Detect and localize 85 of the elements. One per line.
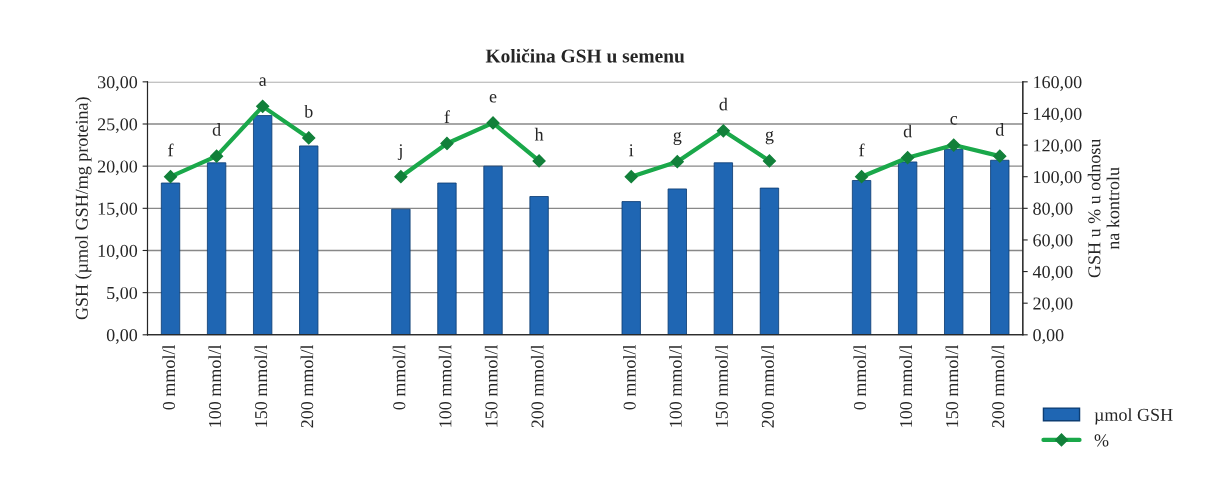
x-tick-label: 200 mmol/l — [530, 344, 544, 428]
data-label: d — [719, 97, 728, 111]
bar — [759, 187, 780, 335]
point — [440, 136, 454, 151]
bar — [990, 159, 1010, 335]
x-tick-label: 200 mmol/l — [300, 344, 314, 428]
point — [302, 131, 316, 145]
data-label: a — [259, 77, 267, 87]
y-axis-title: GSH (µmol GSH/mg proteina) — [75, 97, 92, 320]
data-label: c — [950, 116, 958, 125]
bar — [529, 196, 549, 335]
x-tick-label: 150 mmol/l — [715, 344, 728, 427]
y-tick-label: 15,00 — [98, 202, 138, 218]
point — [210, 149, 224, 163]
bar — [160, 182, 181, 335]
data-label: f — [168, 143, 174, 157]
point — [532, 154, 546, 168]
x-tick-label: 100 mmol/l — [669, 344, 682, 427]
x-tick-label: 100 mmol/l — [208, 344, 222, 427]
point — [762, 154, 777, 168]
x-tick-label: 0 mmol/l — [392, 344, 406, 410]
bar — [437, 182, 457, 335]
chart-title: Količina GSH u semenu — [485, 48, 685, 63]
point — [670, 155, 684, 169]
point — [163, 170, 178, 184]
y2-tick-label: 120,00 — [1034, 139, 1082, 155]
bar — [299, 145, 319, 335]
bar — [944, 148, 964, 335]
data-label: f — [444, 110, 450, 123]
data-label: i — [629, 144, 634, 157]
data-label: e — [489, 93, 497, 103]
x-tick-label: 100 mmol/l — [438, 344, 452, 427]
x-tick-label: 0 mmol/l — [853, 344, 867, 410]
bar — [483, 165, 503, 335]
y2-axis-title: GSH u % u odnosu na kontrolu — [1087, 138, 1120, 278]
x-tick-label: 100 mmol/l — [899, 344, 913, 427]
point — [716, 124, 730, 138]
data-label: d — [995, 123, 1005, 136]
x-tick-label: 150 mmol/l — [484, 344, 498, 427]
bar — [898, 161, 918, 335]
legend-label: % — [1094, 434, 1109, 447]
y-tick-label: 20,00 — [97, 160, 138, 176]
y-tick-label: 10,00 — [98, 244, 138, 260]
y2-tick-label: 40,00 — [1032, 265, 1073, 281]
point — [854, 170, 869, 184]
point — [947, 138, 961, 152]
y2-tick-label: 60,00 — [1033, 234, 1073, 249]
data-label: g — [673, 131, 682, 146]
data-label: b — [304, 104, 313, 118]
point — [624, 170, 638, 184]
point — [256, 99, 270, 113]
x-tick-label: 0 mmol/l — [623, 344, 636, 410]
y2-tick-label: 100,00 — [1034, 170, 1082, 186]
bar — [713, 162, 733, 335]
data-label: d — [212, 123, 221, 136]
data-label: f — [859, 143, 865, 157]
data-label: g — [765, 131, 774, 145]
bar — [667, 188, 687, 335]
y2-tick-label: 160,00 — [1034, 76, 1082, 91]
x-tick-label: 150 mmol/l — [945, 344, 959, 427]
x-tick-label: 200 mmol/l — [991, 344, 1005, 428]
y2-tick-label: 0,00 — [1033, 329, 1064, 344]
bar — [851, 180, 872, 335]
point — [486, 116, 500, 130]
data-label: h — [534, 127, 544, 141]
bar — [206, 162, 227, 335]
bar — [621, 201, 641, 335]
point — [394, 170, 408, 184]
bar — [391, 208, 411, 335]
y-tick-label: 0,00 — [106, 329, 138, 344]
y-tick-label: 30,00 — [98, 76, 138, 91]
point — [901, 151, 915, 165]
y2-tick-label: 20,00 — [1033, 297, 1073, 313]
y2-tick-label: 80,00 — [1033, 202, 1073, 218]
point — [993, 149, 1007, 163]
y2-tick-label: 140,00 — [1034, 107, 1082, 123]
data-label: d — [903, 124, 912, 138]
bar — [253, 115, 273, 335]
x-tick-label: 0 mmol/l — [162, 344, 176, 410]
legend-label: µmol GSH — [1094, 408, 1173, 425]
x-tick-label: 150 mmol/l — [254, 344, 268, 427]
y-tick-label: 5,00 — [107, 286, 138, 302]
y-tick-label: 25,00 — [97, 118, 138, 134]
data-label: j — [397, 144, 402, 161]
x-tick-label: 200 mmol/l — [761, 344, 774, 428]
